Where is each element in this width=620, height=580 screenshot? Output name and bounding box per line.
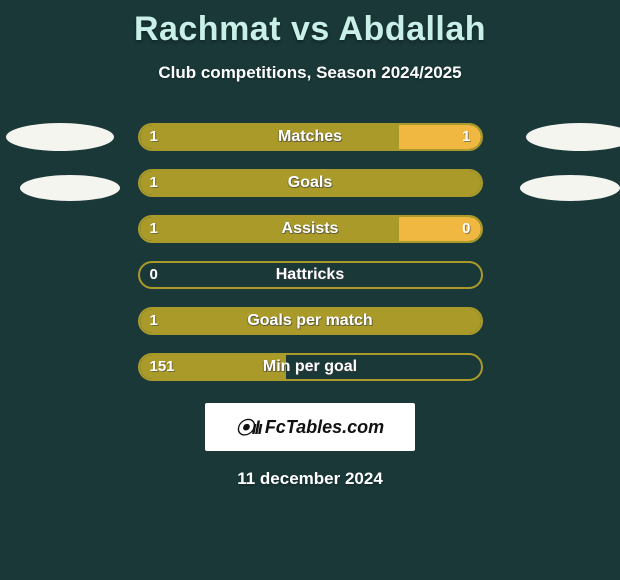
stat-label: Goals	[140, 171, 481, 195]
fctables-logo-text: FcTables.com	[265, 417, 384, 438]
right-logo-placeholder-2	[520, 175, 620, 201]
page-title: Rachmat vs Abdallah	[0, 0, 620, 49]
fctables-logo: ⦿ılı FcTables.com	[205, 403, 415, 451]
stat-row: 1Matches1	[138, 123, 483, 151]
snapshot-date: 11 december 2024	[0, 469, 620, 489]
stat-row: 1Goals	[138, 169, 483, 197]
stat-right-value: 1	[462, 125, 470, 149]
stat-label: Goals per match	[140, 309, 481, 333]
stat-label: Matches	[140, 125, 481, 149]
left-logo-placeholder-1	[6, 123, 114, 151]
fctables-logo-icon: ⦿ılı	[236, 414, 261, 440]
stat-label: Min per goal	[140, 355, 481, 379]
stat-right-value: 0	[462, 217, 470, 241]
stat-bars-container: 1Matches11Goals1Assists00Hattricks1Goals…	[138, 123, 483, 381]
right-logo-placeholder-1	[526, 123, 620, 151]
left-logo-placeholder-2	[20, 175, 120, 201]
comparison-panel: 1Matches11Goals1Assists00Hattricks1Goals…	[0, 123, 620, 489]
stat-label: Assists	[140, 217, 481, 241]
stat-row: 1Assists0	[138, 215, 483, 243]
stat-row: 151Min per goal	[138, 353, 483, 381]
stat-label: Hattricks	[140, 263, 481, 287]
stat-row: 0Hattricks	[138, 261, 483, 289]
stat-row: 1Goals per match	[138, 307, 483, 335]
season-subtitle: Club competitions, Season 2024/2025	[0, 63, 620, 83]
